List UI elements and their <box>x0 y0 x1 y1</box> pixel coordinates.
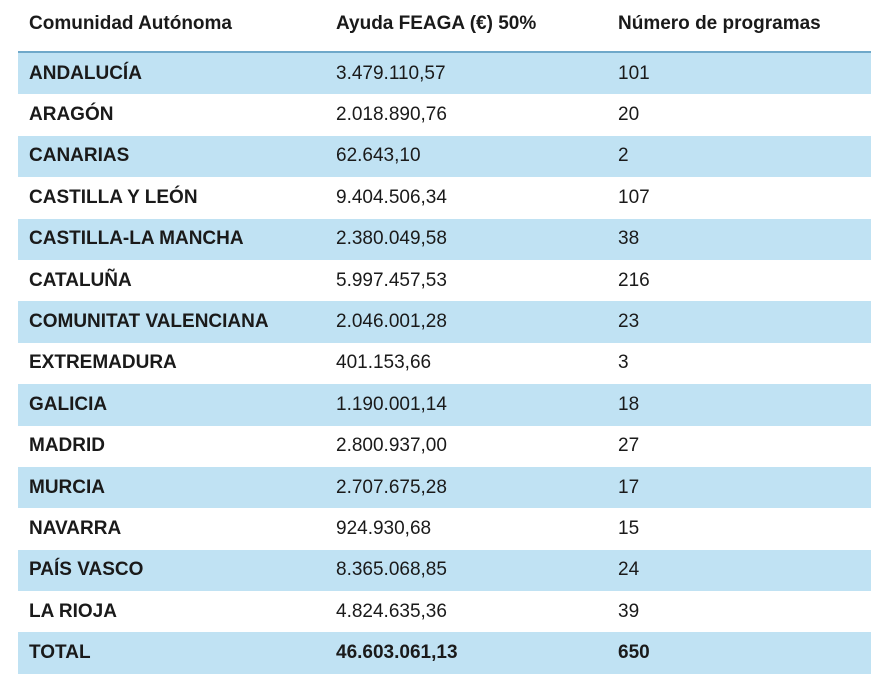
row-programs: 3 <box>618 352 629 374</box>
row-region: LA RIOJA <box>29 600 117 622</box>
row-aid: 9.404.506,34 <box>336 186 447 208</box>
row-region: PAÍS VASCO <box>29 559 144 581</box>
row-programs: 38 <box>618 228 640 250</box>
table-row: NAVARRA 924.930,68 15 <box>18 508 871 549</box>
table-row: LA RIOJA 4.824.635,36 39 <box>18 591 871 632</box>
row-region: MADRID <box>29 435 105 457</box>
row-region: CANARIAS <box>29 145 130 167</box>
row-aid: 401.153,66 <box>336 352 432 374</box>
table-row: CANARIAS 62.643,10 2 <box>18 135 871 178</box>
row-programs: 15 <box>618 517 640 539</box>
row-region: CASTILLA-LA MANCHA <box>29 228 244 250</box>
table-row: GALICIA 1.190.001,14 18 <box>18 384 871 426</box>
row-region: COMUNITAT VALENCIANA <box>29 311 269 333</box>
row-region: MURCIA <box>29 476 105 498</box>
table-row: MADRID 2.800.937,00 27 <box>18 426 871 467</box>
table-row: MURCIA 2.707.675,28 17 <box>18 466 871 509</box>
row-programs: 2 <box>618 145 629 167</box>
row-aid: 2.800.937,00 <box>336 435 447 457</box>
row-programs: 27 <box>618 435 640 457</box>
row-programs: 39 <box>618 600 640 622</box>
row-region: NAVARRA <box>29 517 122 539</box>
row-region: CASTILLA Y LEÓN <box>29 186 198 208</box>
table-row: PAÍS VASCO 8.365.068,85 24 <box>18 549 871 592</box>
table-row: COMUNITAT VALENCIANA 2.046.001,28 23 <box>18 301 871 343</box>
row-programs: 216 <box>618 269 650 291</box>
row-programs: 20 <box>618 104 640 126</box>
header-programs: Número de programas <box>618 12 821 34</box>
total-row: TOTAL 46.603.061,13 650 <box>18 632 871 674</box>
table-row: ARAGÓN 2.018.890,76 20 <box>18 94 871 135</box>
row-programs: 24 <box>618 559 640 581</box>
row-programs: 18 <box>618 393 640 415</box>
row-aid: 1.190.001,14 <box>336 393 447 415</box>
table-row: CATALUÑA 5.997.457,53 216 <box>18 260 871 301</box>
total-aid: 46.603.061,13 <box>336 642 458 664</box>
total-label: TOTAL <box>29 642 91 664</box>
row-region: EXTREMADURA <box>29 352 177 374</box>
total-programs: 650 <box>618 642 650 664</box>
table-row: CASTILLA Y LEÓN 9.404.506,34 107 <box>18 177 871 218</box>
row-region: ARAGÓN <box>29 104 114 126</box>
row-programs: 107 <box>618 186 650 208</box>
row-aid: 2.046.001,28 <box>336 311 447 333</box>
row-region: GALICIA <box>29 393 108 415</box>
table-row: ANDALUCÍA 3.479.110,57 101 <box>18 53 871 95</box>
row-programs: 23 <box>618 311 640 333</box>
row-region: CATALUÑA <box>29 269 132 291</box>
row-aid: 2.380.049,58 <box>336 228 447 250</box>
row-aid: 8.365.068,85 <box>336 559 447 581</box>
row-aid: 2.707.675,28 <box>336 476 447 498</box>
header-aid: Ayuda FEAGA (€) 50% <box>336 12 537 34</box>
table-body: ANDALUCÍA 3.479.110,57 101 ARAGÓN 2.018.890,… <box>18 53 871 632</box>
row-aid: 3.479.110,57 <box>336 62 446 84</box>
row-programs: 101 <box>618 62 650 84</box>
row-aid: 4.824.635,36 <box>336 600 447 622</box>
table-header: Comunidad Autónoma Ayuda FEAGA (€) 50% N… <box>18 0 871 53</box>
table-row: CASTILLA-LA MANCHA 2.380.049,58 38 <box>18 218 871 260</box>
row-programs: 17 <box>618 476 640 498</box>
table-row: EXTREMADURA 401.153,66 3 <box>18 343 871 384</box>
aid-table: Comunidad Autónoma Ayuda FEAGA (€) 50% N… <box>18 0 871 674</box>
row-aid: 2.018.890,76 <box>336 104 447 126</box>
row-region: ANDALUCÍA <box>29 62 142 84</box>
row-aid: 5.997.457,53 <box>336 269 447 291</box>
row-aid: 924.930,68 <box>336 517 432 539</box>
header-region: Comunidad Autónoma <box>29 12 232 34</box>
row-aid: 62.643,10 <box>336 145 421 167</box>
